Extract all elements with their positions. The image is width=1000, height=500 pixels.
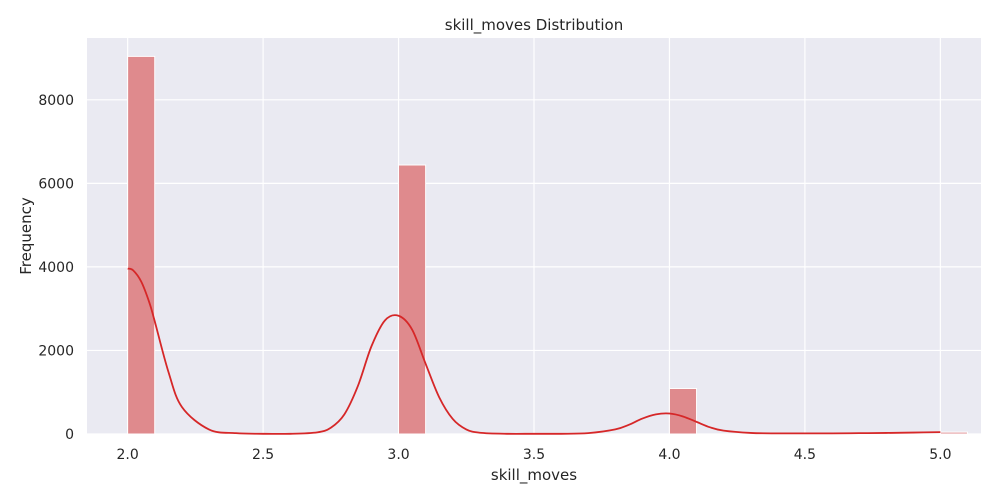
histogram-bars (127, 55, 968, 435)
y-tick-label-1: 2000 (38, 343, 74, 359)
y-tick-label-3: 6000 (38, 176, 74, 192)
y-tick-label-4: 8000 (38, 93, 74, 109)
chart-title: skill_moves Distribution (445, 16, 624, 35)
x-tick-label-4: 4.0 (658, 447, 680, 463)
x-axis-label: skill_moves (491, 466, 577, 485)
x-tick-label-2: 3.0 (387, 447, 409, 463)
kde-curve (127, 267, 941, 435)
histogram-bar-0 (127, 55, 156, 435)
kde-curve-group (127, 267, 941, 435)
x-tick-label-3: 3.5 (523, 447, 545, 463)
x-tick-label-1: 2.5 (252, 447, 274, 463)
histogram-bar-2 (668, 387, 698, 435)
x-axis-ticks: 2.0 2.5 3.0 3.5 4.0 4.5 5.0 (117, 447, 952, 463)
y-tick-label-2: 4000 (38, 260, 74, 276)
y-axis-ticks: 0 2000 4000 6000 8000 (38, 93, 74, 443)
x-tick-label-5: 4.5 (794, 447, 816, 463)
histogram-bar-1 (398, 164, 427, 435)
y-tick-label-0: 0 (65, 427, 74, 443)
x-tick-label-0: 2.0 (117, 447, 139, 463)
y-axis-label: Frequency (17, 197, 35, 275)
x-tick-label-6: 5.0 (929, 447, 951, 463)
histogram-bar-3 (939, 431, 968, 435)
